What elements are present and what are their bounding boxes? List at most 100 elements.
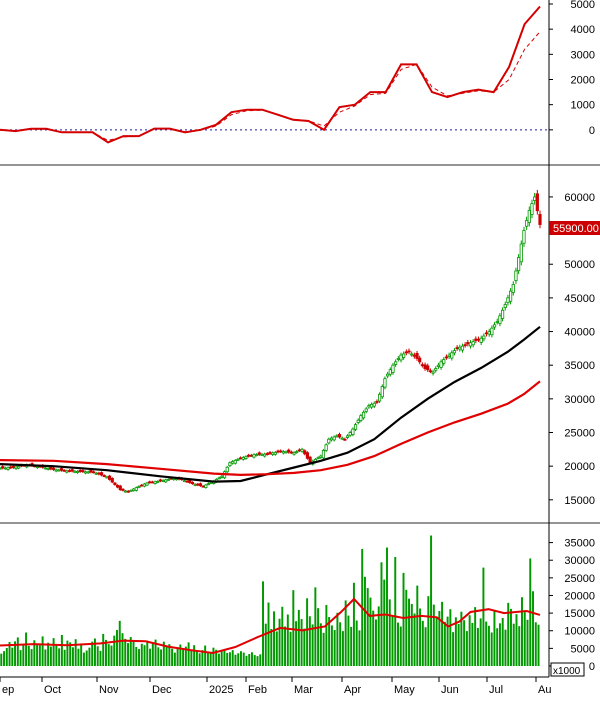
volume-bar — [319, 623, 322, 666]
volume-bar — [490, 632, 493, 666]
oscillator-tick-label: 2000 — [571, 75, 595, 87]
candle-body — [495, 321, 499, 323]
candle-body — [249, 454, 253, 457]
candle-body — [353, 424, 358, 430]
candle-body — [9, 466, 13, 469]
volume-bar — [239, 651, 242, 666]
candle-body — [527, 209, 531, 223]
candle-body — [519, 243, 523, 263]
last-price-tag: 55900.00 — [549, 221, 600, 235]
volume-bar — [173, 652, 176, 666]
volume-bar — [209, 652, 212, 666]
candle-body — [217, 477, 221, 480]
volume-tick-label: 15000 — [564, 608, 595, 620]
volume-tick-label: 35000 — [564, 538, 595, 550]
candle-body — [484, 332, 489, 335]
volume-bar — [347, 615, 350, 666]
volume-bar — [63, 649, 66, 666]
candle-body — [297, 449, 302, 452]
candle-body — [303, 450, 307, 455]
volume-bar — [534, 622, 537, 666]
volume-bar — [55, 644, 58, 666]
volume-bar — [419, 608, 422, 666]
candle-body — [511, 284, 515, 293]
volume-bar — [377, 606, 380, 666]
volume-bar — [93, 638, 96, 666]
candle-body — [279, 450, 283, 453]
price-tick-label: 25000 — [564, 428, 595, 440]
volume-bar — [33, 640, 36, 666]
candle-body — [182, 480, 187, 483]
candle-body — [300, 448, 304, 452]
volume-bar — [234, 654, 237, 666]
candle-body — [287, 449, 291, 453]
candle-body — [99, 472, 104, 476]
volume-bar — [322, 632, 325, 666]
last-price-label: 55900.00 — [553, 223, 599, 235]
volume-bar — [118, 620, 121, 666]
volume-bar — [278, 618, 281, 666]
candle-body — [140, 484, 144, 487]
candle-body — [474, 338, 478, 341]
candle-body — [471, 341, 475, 346]
candle-body — [444, 356, 449, 359]
candle-body — [321, 450, 326, 459]
volume-bar — [366, 588, 369, 666]
volume-bar — [91, 641, 94, 666]
volume-bar — [19, 650, 22, 666]
candle-body — [102, 475, 106, 477]
volume-bar — [424, 627, 427, 666]
volume-bar — [99, 650, 102, 666]
volume-bar — [121, 633, 124, 666]
volume-bar — [402, 572, 405, 666]
volume-bar — [289, 631, 292, 666]
volume-bar — [25, 632, 28, 666]
candle-body — [380, 386, 384, 398]
candle-body — [378, 393, 382, 402]
candle-body — [206, 483, 211, 486]
volume-bar — [284, 626, 287, 666]
volume-bar — [102, 633, 105, 666]
candle-body — [105, 476, 109, 479]
candle-body — [452, 350, 457, 354]
volume-bar — [432, 604, 435, 666]
volume-bar — [504, 629, 507, 666]
volume-bar — [242, 652, 245, 666]
volume-bar — [399, 626, 402, 666]
candle-body — [244, 456, 248, 459]
x-month-label: Feb — [248, 684, 267, 696]
candle-body — [356, 419, 360, 423]
volume-bar — [165, 646, 168, 666]
x-month-label: Apr — [344, 684, 361, 696]
candle-body — [193, 483, 197, 486]
volume-bar — [317, 608, 320, 666]
volume-bar — [452, 632, 455, 666]
candle-body — [255, 454, 259, 456]
volume-bar — [3, 651, 6, 666]
candle-body — [517, 257, 521, 272]
candle-body — [439, 361, 443, 368]
volume-tick-label: 25000 — [564, 573, 595, 585]
volume-bar — [96, 646, 99, 666]
volume-bar — [267, 602, 270, 666]
volume-bar — [449, 609, 452, 666]
volume-tick-label: 0 — [589, 661, 595, 673]
candle-body — [78, 469, 82, 472]
candle-body — [57, 469, 61, 472]
volume-bar — [143, 645, 146, 666]
candle-body — [490, 327, 494, 336]
candle-body — [404, 351, 408, 354]
candle-body — [530, 203, 534, 215]
candle-body — [460, 345, 465, 351]
volume-bar — [162, 641, 165, 666]
volume-bar — [521, 597, 523, 666]
volume-bar — [231, 650, 234, 666]
volume-bar — [82, 652, 85, 666]
volume-unit-label: x1000 — [553, 666, 581, 677]
candle-body — [238, 457, 243, 460]
volume-bar — [435, 617, 438, 666]
candle-body — [124, 490, 128, 493]
volume-bar — [388, 599, 391, 666]
volume-bar — [74, 639, 77, 666]
volume-bar — [110, 645, 113, 666]
